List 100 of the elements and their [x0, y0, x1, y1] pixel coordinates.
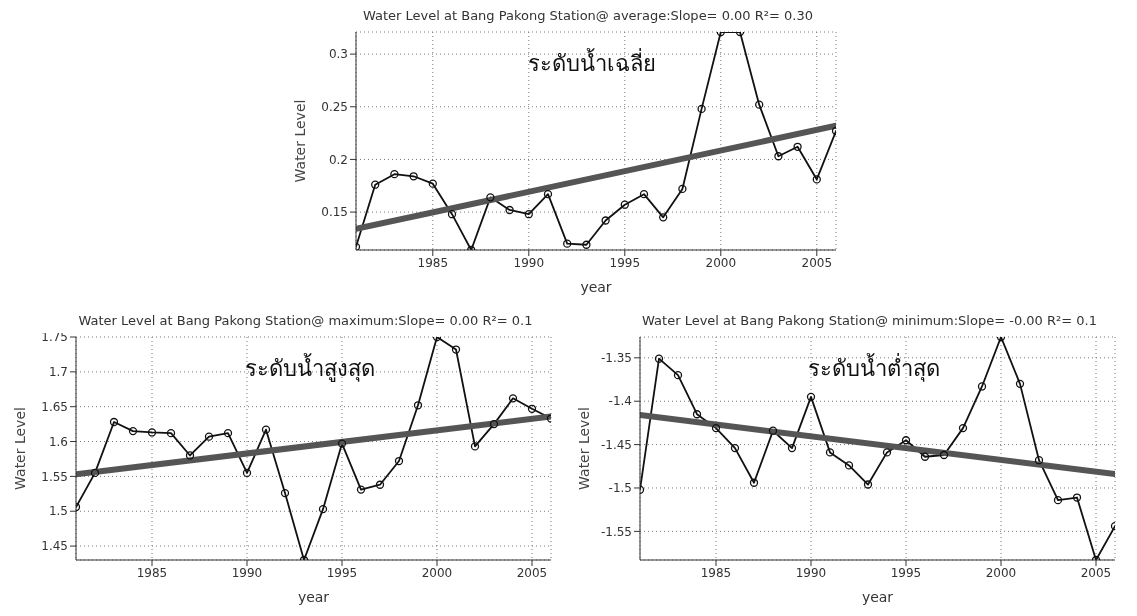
- point: [109, 417, 119, 427]
- y-axis-title: Water Level: [291, 99, 308, 183]
- point: [654, 354, 664, 363]
- point: [371, 180, 380, 189]
- point: [901, 436, 911, 445]
- y-tick-label: 1.75: [41, 330, 68, 345]
- point: [470, 442, 480, 451]
- point: [620, 200, 629, 209]
- x-tick-label: 2005: [1080, 565, 1112, 580]
- point: [882, 448, 892, 457]
- y-tick-label: -1.55: [600, 524, 632, 539]
- line-series: [356, 32, 836, 250]
- point: [768, 426, 778, 435]
- y-tick-label: 1.5: [48, 504, 68, 519]
- point: [447, 210, 457, 219]
- x-tick-label: 2005: [516, 565, 548, 580]
- point: [204, 432, 214, 441]
- point: [678, 184, 687, 194]
- annotation: ระดับน้ำต่ำสุด: [806, 352, 941, 384]
- y-tick-label: -1.45: [600, 437, 632, 452]
- y-tick-label: 0.25: [321, 100, 348, 115]
- line-series: [640, 337, 1115, 560]
- point: [242, 468, 252, 478]
- point: [261, 425, 271, 434]
- point: [147, 428, 157, 437]
- point: [489, 419, 499, 429]
- point: [409, 172, 418, 181]
- point: [730, 443, 740, 453]
- point: [812, 175, 821, 184]
- x-tick-label: 2005: [801, 255, 833, 270]
- point: [806, 392, 816, 402]
- x-axis-title: year: [580, 279, 612, 295]
- point: [508, 394, 518, 403]
- x-tick-label: 1990: [795, 565, 827, 580]
- point: [582, 240, 591, 249]
- point: [774, 152, 783, 161]
- point: [787, 443, 797, 453]
- point: [527, 404, 537, 413]
- point: [356, 485, 366, 494]
- point: [939, 450, 949, 460]
- point: [223, 429, 233, 438]
- point: [958, 423, 968, 433]
- x-tick-label: 1985: [136, 565, 168, 580]
- y-tick-label: 1.65: [41, 399, 68, 414]
- y-tick-label: 1.55: [41, 469, 68, 484]
- point: [505, 205, 514, 215]
- x-tick-label: 1985: [700, 565, 732, 580]
- annotation: ระดับน้ำเฉลี่ย: [527, 47, 657, 78]
- y-axis-title: Water Level: [575, 407, 592, 490]
- point: [601, 216, 610, 225]
- point: [825, 448, 835, 457]
- y-tick-label: -1.5: [608, 481, 632, 496]
- x-tick-label: 2000: [985, 565, 1017, 580]
- point: [755, 100, 764, 109]
- y-tick-label: 1.7: [48, 365, 68, 380]
- x-tick-label: 1990: [231, 565, 263, 580]
- point: [375, 480, 385, 489]
- y-tick-label: 0.15: [321, 205, 348, 220]
- point: [749, 478, 759, 487]
- point: [920, 452, 930, 461]
- x-tick-label: 1985: [417, 255, 449, 270]
- point: [673, 371, 683, 380]
- chart-title: Water Level at Bang Pakong Station@ average:Slope= 0.00 R²= 0.30: [362, 8, 814, 25]
- point: [486, 193, 495, 202]
- x-tick-label: 2000: [705, 255, 737, 270]
- y-tick-label: 0.3: [328, 47, 348, 62]
- point: [318, 504, 328, 514]
- point: [524, 210, 533, 219]
- point: [793, 142, 802, 151]
- point: [128, 426, 138, 436]
- point: [1072, 493, 1082, 502]
- x-tick-label: 2000: [421, 565, 453, 580]
- point: [280, 488, 290, 498]
- chart-title: Water Level at Bang Pakong Station@ maximum:Slope= 0.00 R²= 0.1: [78, 313, 533, 328]
- point: [639, 190, 649, 199]
- point: [977, 382, 987, 391]
- y-tick-label: -1.35: [600, 351, 632, 366]
- point: [697, 104, 706, 114]
- point: [394, 456, 404, 466]
- point: [1034, 456, 1044, 465]
- y-axis-title: Water Level: [11, 407, 28, 490]
- point: [166, 429, 176, 438]
- point: [844, 461, 854, 470]
- point: [337, 439, 347, 448]
- point: [659, 213, 668, 222]
- point: [863, 480, 873, 489]
- point: [563, 239, 572, 248]
- point: [185, 451, 195, 460]
- x-tick-label: 1990: [513, 255, 545, 270]
- y-tick-label: 0.2: [328, 152, 348, 167]
- y-tick-label: 1.6: [48, 434, 68, 449]
- y-tick-label: 1.45: [41, 539, 68, 554]
- point: [1015, 379, 1025, 389]
- point: [692, 410, 702, 419]
- point: [90, 468, 100, 478]
- point: [390, 170, 399, 179]
- x-axis-title: year: [297, 589, 330, 605]
- point: [711, 423, 721, 433]
- point: [428, 179, 437, 188]
- y-tick-label: -1.4: [608, 394, 632, 409]
